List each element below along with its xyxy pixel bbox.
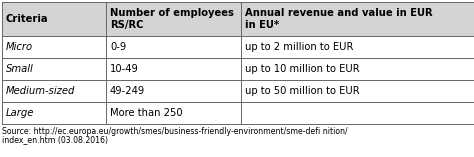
Text: up to 10 million to EUR: up to 10 million to EUR <box>245 64 360 74</box>
Bar <box>2 102 106 124</box>
Bar <box>241 58 474 80</box>
Text: Large: Large <box>6 108 35 118</box>
Text: up to 2 million to EUR: up to 2 million to EUR <box>245 42 354 52</box>
Bar <box>106 80 241 102</box>
Text: Small: Small <box>6 64 34 74</box>
Bar <box>241 80 474 102</box>
Bar <box>241 2 474 36</box>
Bar <box>241 102 474 124</box>
Text: Micro: Micro <box>6 42 33 52</box>
Bar <box>106 102 241 124</box>
Text: 0-9: 0-9 <box>110 42 126 52</box>
Text: 10-49: 10-49 <box>110 64 139 74</box>
Bar <box>106 58 241 80</box>
Bar <box>106 2 241 36</box>
Text: Annual revenue and value in EUR
in EU*: Annual revenue and value in EUR in EU* <box>245 8 433 30</box>
Text: Medium-sized: Medium-sized <box>6 86 75 96</box>
Bar <box>2 36 106 58</box>
Bar <box>106 36 241 58</box>
Text: Criteria: Criteria <box>6 14 49 24</box>
Text: up to 50 million to EUR: up to 50 million to EUR <box>245 86 360 96</box>
Bar <box>2 80 106 102</box>
Text: Source: http://ec.europa.eu/growth/smes/business-friendly-environment/sme-defi n: Source: http://ec.europa.eu/growth/smes/… <box>2 127 347 136</box>
Text: More than 250: More than 250 <box>110 108 182 118</box>
Bar <box>2 2 106 36</box>
Text: 49-249: 49-249 <box>110 86 145 96</box>
Bar <box>2 58 106 80</box>
Bar <box>241 36 474 58</box>
Text: index_en.htm (03.08.2016): index_en.htm (03.08.2016) <box>2 135 108 144</box>
Text: Number of employees
RS/RC: Number of employees RS/RC <box>110 8 234 30</box>
